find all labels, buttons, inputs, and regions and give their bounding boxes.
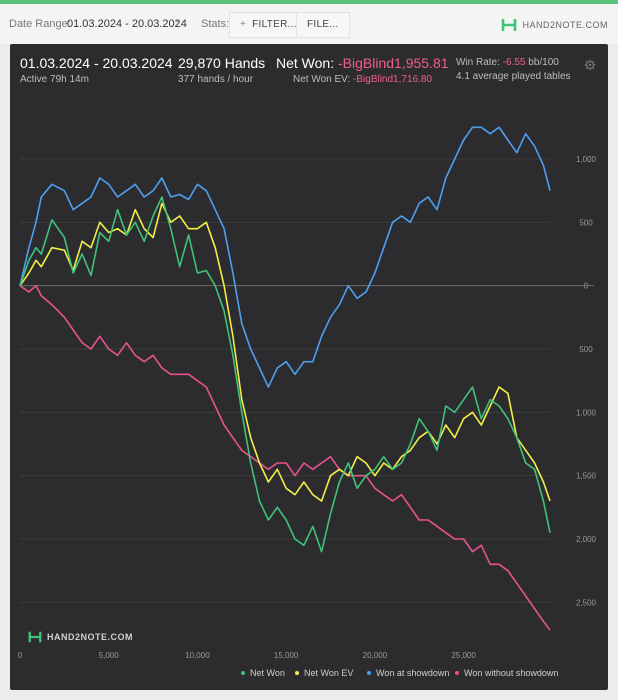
net-won-value: -BigBlind1,955.81 xyxy=(338,55,449,71)
hand2note-logo-icon xyxy=(502,19,517,31)
y-tick-label: 2,500 xyxy=(576,598,597,607)
watermark-text: HAND2NOTE.COM xyxy=(47,632,134,642)
summary-net-won-block: Net Won: -BigBlind1,955.81 Net Won EV: -… xyxy=(276,55,449,85)
legend-item-won-at-showdown[interactable]: Won at showdown xyxy=(367,668,449,678)
filter-button-label: FILTER... xyxy=(252,19,297,30)
legend-marker xyxy=(367,671,371,675)
net-won-ev-label: Net Won EV: xyxy=(293,74,351,85)
active-time: Active 79h 14m xyxy=(20,74,89,85)
toolbar: Date Range: 01.03.2024 - 20.03.2024 ▾ St… xyxy=(0,0,618,44)
brand-logo[interactable]: HAND2NOTE.COM xyxy=(501,17,608,33)
hands-rate: 377 hands / hour xyxy=(178,74,254,85)
legend-label: Net Won EV xyxy=(304,668,354,678)
x-tick-label: 25,000 xyxy=(451,651,476,660)
summary-hands-block: 29,870 Hands 377 hands / hour xyxy=(178,55,265,85)
x-tick-label: 10,000 xyxy=(185,651,210,660)
x-tick-label: 20,000 xyxy=(363,651,388,660)
y-tick-label: 500 xyxy=(579,218,593,227)
chart-legend: Net Won Net Won EV Won at showdown Won w… xyxy=(10,668,608,682)
y-tick-label: 500 xyxy=(579,345,593,354)
y-tick-label: 0 xyxy=(584,282,589,291)
summary-date-range: 01.03.2024 - 20.03.2024 xyxy=(20,55,173,71)
avg-tables: 4.1 average played tables xyxy=(456,71,571,82)
net-won-line xyxy=(19,196,551,553)
legend-label: Net Won xyxy=(250,668,285,678)
graph-card: 01.03.2024 - 20.03.2024 Active 79h 14m 2… xyxy=(10,44,608,690)
summary-winrate-block: Win Rate: -6.55 bb/100 4.1 average playe… xyxy=(456,57,571,82)
stats-label: Stats: xyxy=(201,18,230,30)
date-range-select[interactable]: 01.03.2024 - 20.03.2024 xyxy=(67,18,187,30)
profit-graph[interactable]: 1,000 500 0 500 1,000 1,500 2,000 2,500 0 5,000 10… xyxy=(10,44,608,690)
x-tick-label: 15,000 xyxy=(274,651,299,660)
summary-date-block: 01.03.2024 - 20.03.2024 Active 79h 14m xyxy=(20,55,173,85)
hand2note-watermark-icon xyxy=(28,631,42,643)
legend-item-net-won-ev[interactable]: Net Won EV xyxy=(295,668,353,678)
won-without-showdown-line xyxy=(19,284,551,631)
y-tick-label: 1,500 xyxy=(576,472,597,481)
date-range-label: Date Range: xyxy=(9,18,71,30)
x-tick-label: 5,000 xyxy=(99,651,120,660)
legend-marker xyxy=(455,671,459,675)
y-tick-label: 1,000 xyxy=(576,408,597,417)
watermark-logo: HAND2NOTE.COM xyxy=(28,630,133,644)
legend-marker xyxy=(295,671,299,675)
legend-item-net-won[interactable]: Net Won xyxy=(241,668,285,678)
legend-label: Won at showdown xyxy=(376,668,450,678)
win-rate-label: Win Rate: xyxy=(456,57,500,68)
net-won-ev-line xyxy=(19,202,551,502)
won-at-showdown-line xyxy=(19,126,551,388)
win-rate-value: -6.55 xyxy=(502,57,526,68)
gear-icon[interactable] xyxy=(584,58,596,76)
file-button[interactable]: FILE... xyxy=(296,12,350,38)
legend-marker xyxy=(241,671,245,675)
y-tick-label: 1,000 xyxy=(576,155,597,164)
net-won-label: Net Won: xyxy=(276,55,335,71)
y-tick-label: 2,000 xyxy=(576,535,597,544)
net-won-ev-value: -BigBlind1,716.80 xyxy=(353,74,432,85)
plus-icon: + xyxy=(240,19,247,30)
legend-label: Won without showdown xyxy=(464,668,559,678)
x-tick-label: 0 xyxy=(18,651,23,660)
brand-name: HAND2NOTE.COM xyxy=(522,20,608,30)
filter-button[interactable]: + FILTER... xyxy=(229,12,308,38)
file-button-label: FILE... xyxy=(307,19,339,30)
win-rate-unit: bb/100 xyxy=(528,57,559,68)
legend-item-won-without-showdown[interactable]: Won without showdown xyxy=(455,668,558,678)
chevron-down-icon[interactable]: ▾ xyxy=(176,17,181,27)
hands-count: 29,870 Hands xyxy=(178,55,266,71)
